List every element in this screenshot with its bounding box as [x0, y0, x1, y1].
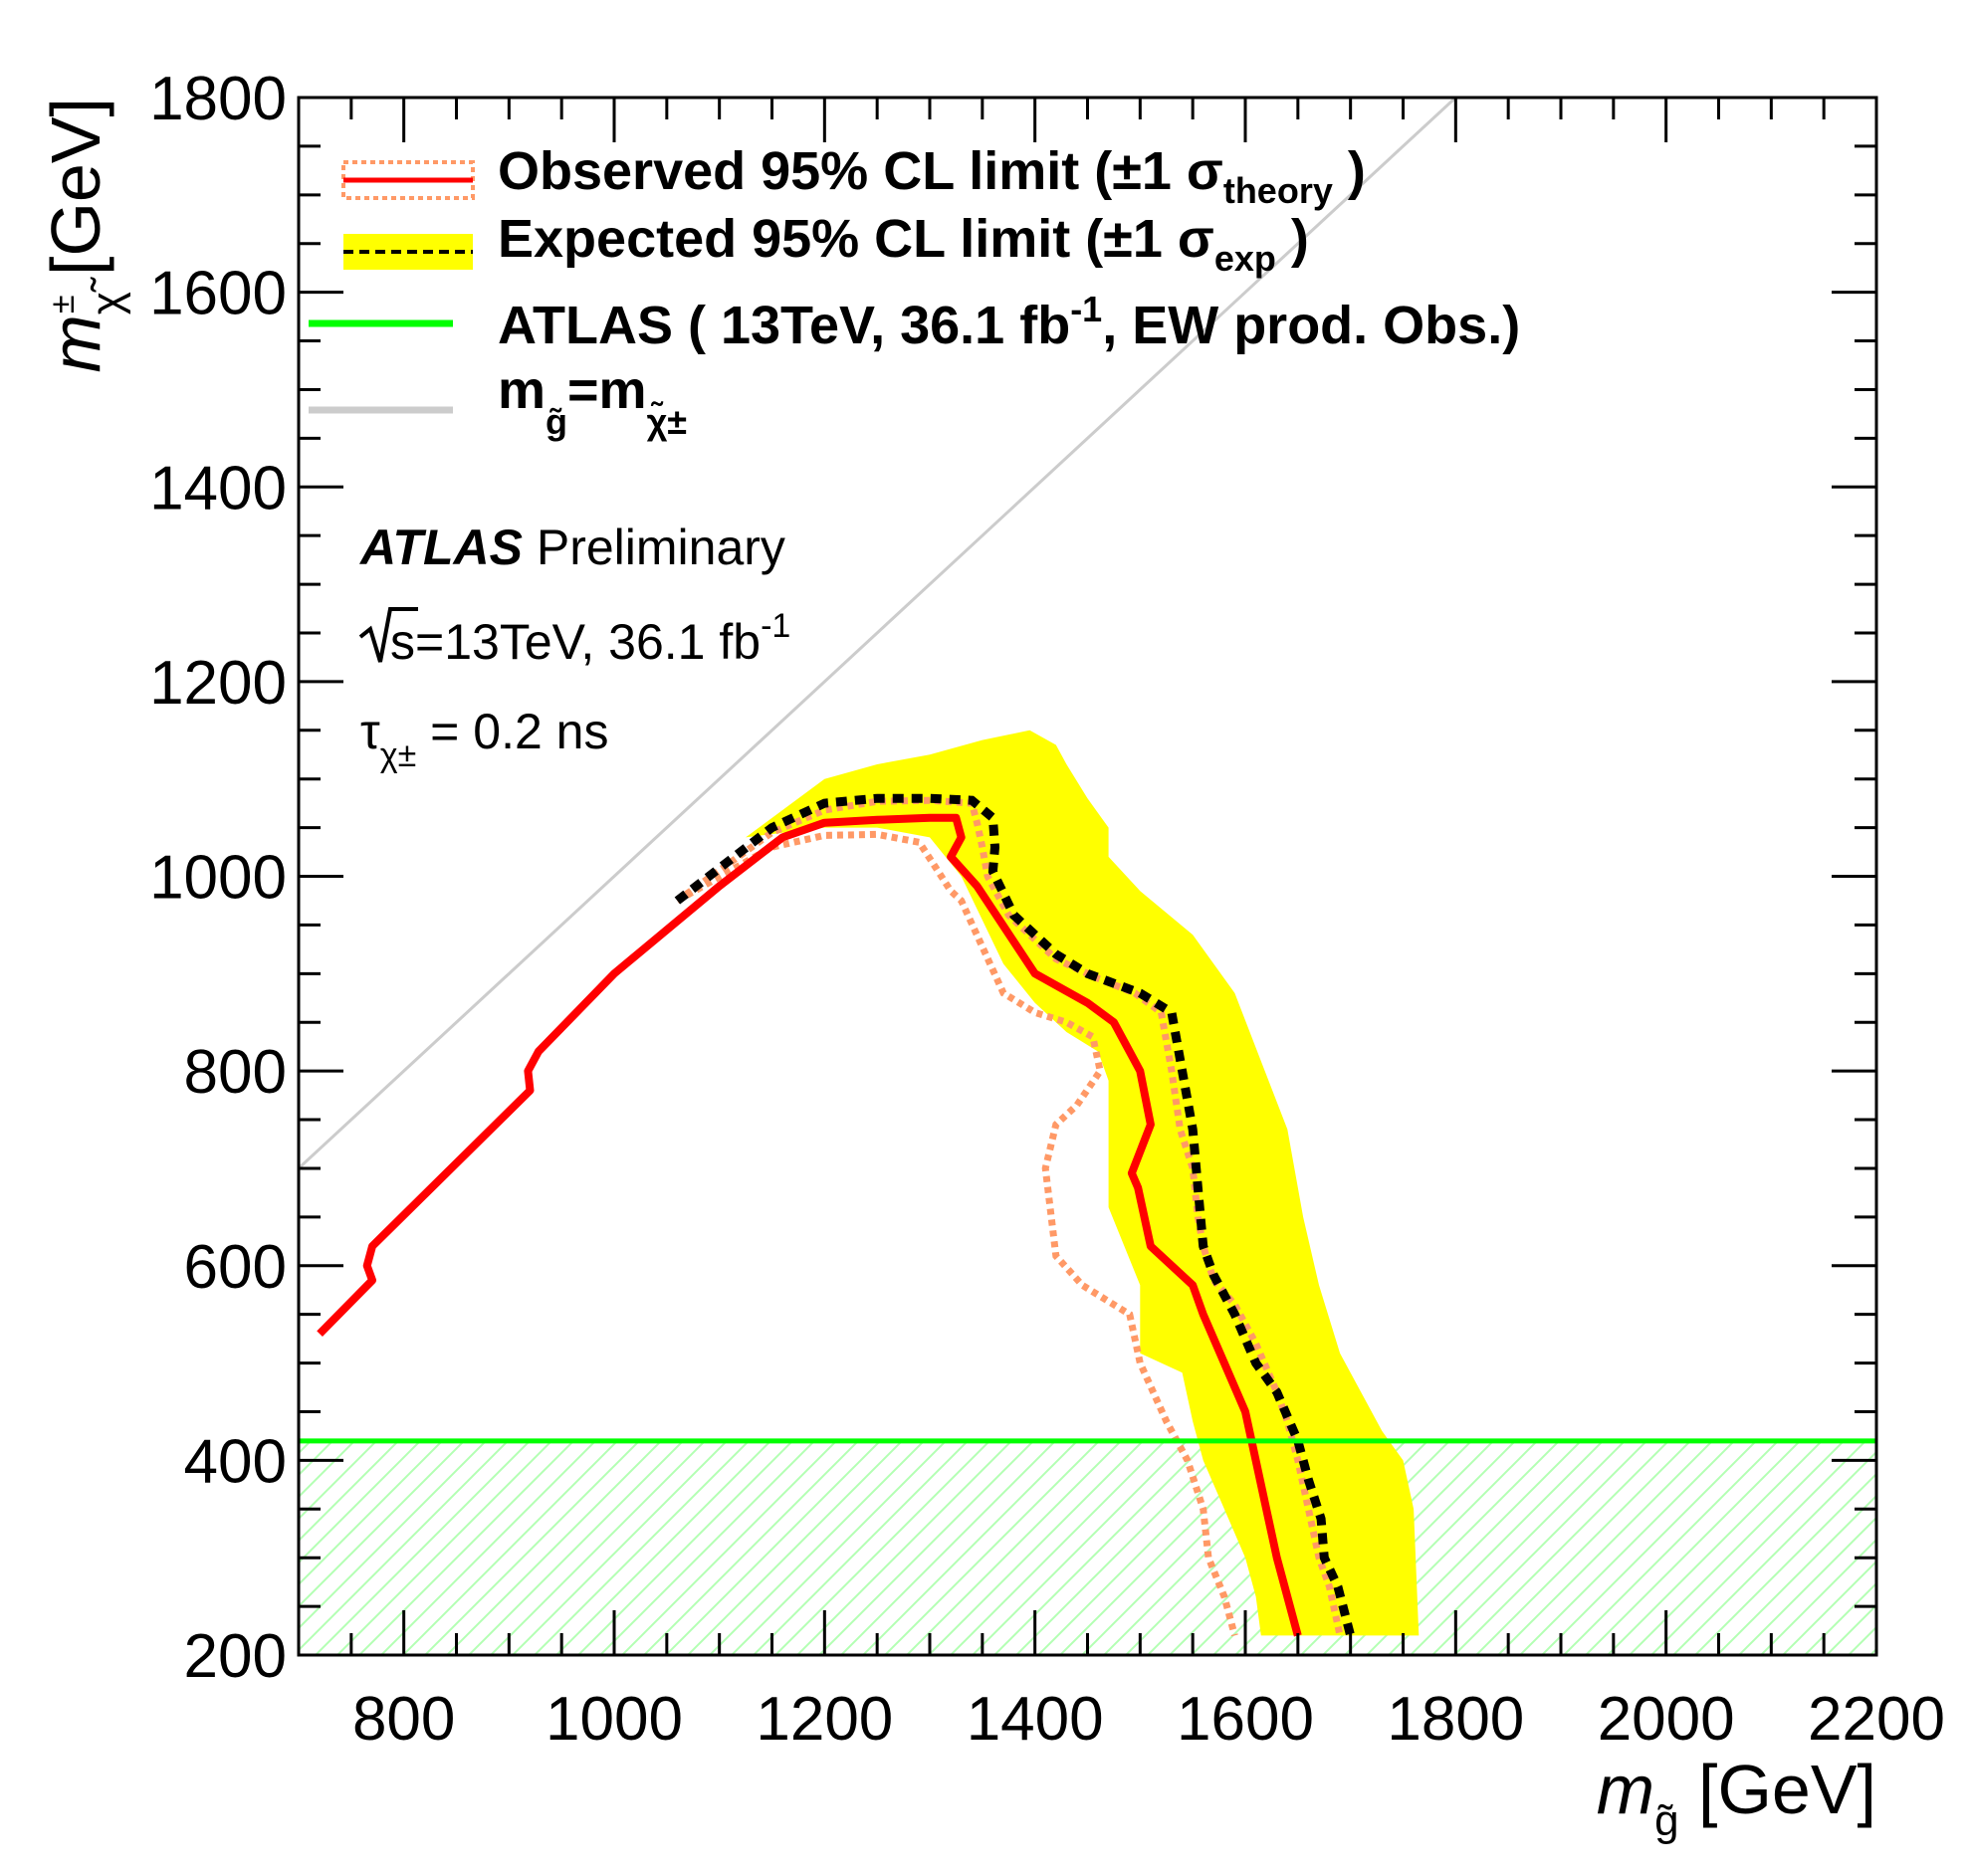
annotations: ATLAS Preliminary s=13TeV, 36.1 fb-1 τχ±… — [358, 520, 790, 774]
y-axis-symbol: m — [37, 314, 114, 372]
atlas-status: Preliminary — [537, 520, 785, 575]
y-tick-label: 1800 — [149, 65, 287, 133]
y-tick-label: 1000 — [149, 844, 287, 913]
energy-label: s=13TeV, 36.1 fb-1 — [390, 607, 790, 670]
legend-observed-label: Observed 95% CL limit (±1 σtheory ) — [498, 141, 1366, 211]
lifetime-label: τχ± = 0.2 ns — [360, 704, 608, 774]
observed-line — [317, 813, 1302, 1637]
legend-expected-label: Expected 95% CL limit (±1 σexp ) — [498, 209, 1309, 279]
x-axis-title: mg̃ [GeV] — [1597, 1751, 1876, 1845]
y-tick-label: 1600 — [149, 260, 287, 328]
x-axis-subscript: g̃ — [1654, 1796, 1678, 1845]
x-tick-label: 1200 — [756, 1685, 893, 1754]
atlas-label: ATLAS Preliminary — [358, 520, 785, 575]
atlas-ew-excluded-hatch — [299, 1440, 1876, 1655]
x-tick-label: 2200 — [1808, 1685, 1945, 1754]
x-tick-label: 800 — [352, 1685, 455, 1754]
expected-line — [674, 793, 1356, 1637]
legend-atlas-ew-label: ATLAS ( 13TeV, 36.1 fb-1, EW prod. Obs.) — [498, 289, 1520, 355]
x-tick-label: 1000 — [546, 1685, 683, 1754]
x-tick-label: 1800 — [1387, 1685, 1524, 1754]
atlas-experiment: ATLAS — [358, 520, 523, 575]
y-axis-unit: [GeV] — [37, 98, 114, 276]
y-tick-label: 600 — [184, 1233, 287, 1302]
x-axis-unit: [GeV] — [1698, 1751, 1876, 1828]
y-axis-superscript: ± — [44, 295, 82, 313]
plot-area — [299, 98, 1876, 1655]
y-axis-title: mχ̃± [GeV] — [37, 98, 131, 373]
x-axis-symbol: m — [1597, 1751, 1654, 1828]
legend: Observed 95% CL limit (±1 σtheory ) Expe… — [309, 141, 1520, 442]
legend-diagonal-label: mg̃=mχ̃± — [498, 360, 687, 442]
sqrt-symbol — [358, 607, 418, 663]
axis-ticks — [297, 96, 1878, 1657]
y-tick-label: 1200 — [149, 649, 287, 718]
x-tick-label: 1400 — [967, 1685, 1104, 1754]
observed-band-down-line — [675, 830, 1238, 1637]
expected-band — [746, 730, 1420, 1636]
x-tick-label: 2000 — [1598, 1685, 1735, 1754]
x-tick-label: 1600 — [1177, 1685, 1314, 1754]
y-tick-label: 200 — [184, 1622, 287, 1691]
x-tick-labels: 800 1000 1200 1400 1600 1800 2000 2200 — [352, 1685, 1945, 1754]
diagonal-line — [299, 98, 1457, 1170]
y-tick-labels: 200 400 600 800 1000 1200 1400 1600 1800 — [149, 65, 287, 1691]
y-tick-label: 800 — [184, 1038, 287, 1107]
y-tick-label: 1400 — [149, 454, 287, 522]
y-tick-label: 400 — [184, 1427, 287, 1496]
